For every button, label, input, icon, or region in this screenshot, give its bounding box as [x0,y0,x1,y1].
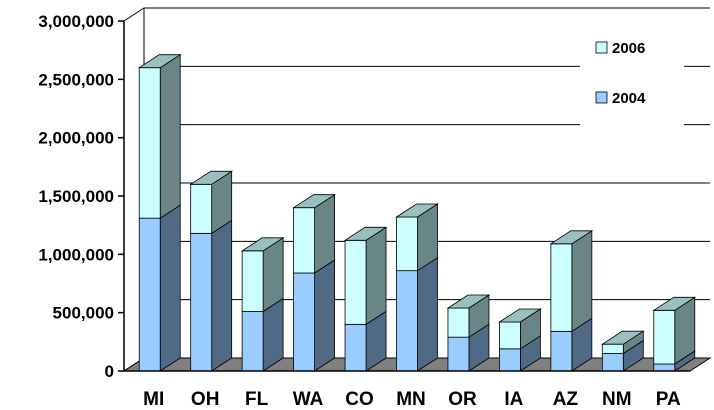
bar-segment-2004 [293,259,335,372]
bar-ia [498,308,542,372]
bar-top [343,226,388,241]
bar-segment-2004 [396,256,438,372]
bar-segment-2004 [138,204,181,372]
bar-top [446,294,491,309]
bars [137,53,697,372]
y-axis: 0 500,000 1,000,000 1,500,000 2,000,000 2,500… [38,12,125,381]
legend-swatch-2004 [595,91,608,104]
x-tick-label: IA [504,389,523,410]
bar-segment-2004 [550,317,593,372]
legend-label-2004: 2004 [612,90,646,107]
x-tick-label: FL [245,389,269,410]
bar-segment-2004 [190,219,233,372]
legend-label-2006: 2006 [612,40,645,57]
bar-co [343,226,388,372]
bar-segment-2006 [293,193,335,274]
bar-nm [600,330,645,372]
y-tick-label: 2,500,000 [38,70,114,89]
y-tick-label: 3,000,000 [38,12,114,31]
y-tick-label: 2,000,000 [38,129,114,148]
bar-top [240,237,285,252]
x-tick-label: PA [656,389,681,410]
bar-top [549,230,594,245]
x-tick-label: MN [396,389,426,410]
y-tick-label: 500,000 [53,304,114,323]
bar-segment-2004 [499,335,541,372]
bar-top [498,308,542,323]
bar-top [600,330,645,345]
legend-swatch-2006 [595,41,608,54]
x-tick-label: AZ [553,389,579,410]
bar-or [446,294,491,372]
bar-mn [395,203,439,372]
bar-segment-2004 [447,323,490,372]
bar-top [189,170,234,185]
bar-pa [652,296,697,372]
bar-segment-2006 [344,226,387,326]
x-tick-label: MI [143,389,164,410]
x-tick-label: OH [191,389,220,410]
x-tick-label: CO [345,389,374,410]
legend: 2006 2004 [580,30,684,126]
bar-segment-2006 [499,308,541,350]
bar-oh [189,170,234,372]
y-tick-label: 1,000,000 [38,245,114,264]
bar-top [137,54,182,69]
bar-segment-2006 [396,203,438,272]
x-axis: MI OH FL WA CO MN OR IA AZ NM PA [124,370,690,410]
bar-top [395,203,439,218]
bar-az [549,230,594,372]
bar-segment-2006 [241,237,284,313]
bar-fl [240,237,285,372]
y-tick-label: 1,500,000 [38,187,114,206]
bar-mi [137,53,182,372]
bar-segment-2006 [190,170,233,235]
bar-segment-2004 [344,310,387,372]
x-tick-label: WA [293,389,324,410]
bar-segment-2006 [138,53,181,219]
bar-top [652,296,697,311]
bar-top [292,194,336,209]
bar-wa [292,193,336,372]
bar-segment-2006 [550,230,593,333]
x-tick-label: NM [602,389,632,410]
y-tick-label: 0 [105,362,114,381]
x-tick-label: OR [448,389,477,410]
